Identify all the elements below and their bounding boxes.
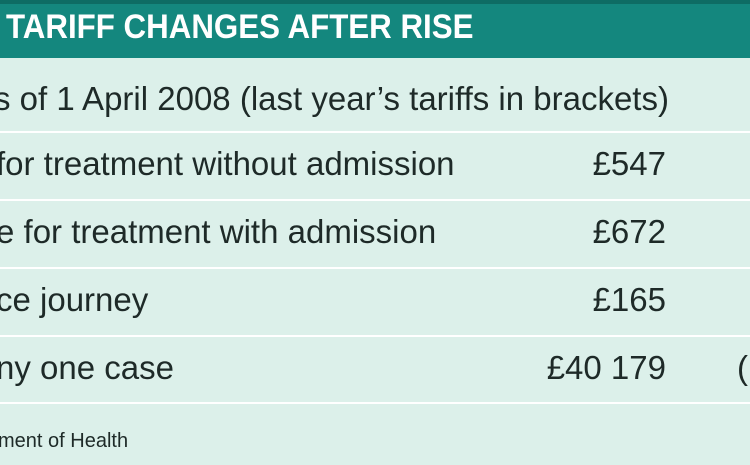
- row-label: e for treatment with admission: [0, 213, 437, 250]
- row-value: £165: [592, 281, 666, 318]
- table-row: ny one case £40 179 (: [0, 335, 750, 403]
- table-title: TARIFF CHANGES AFTER RISE: [6, 8, 474, 46]
- row-label: ny one case: [0, 349, 174, 386]
- row-label: ce journey: [0, 281, 149, 318]
- row-value: £40 179: [546, 349, 666, 386]
- table-subtitle: s of 1 April 2008 (last year’s tariffs i…: [0, 80, 669, 117]
- table-row: ce journey £165: [0, 267, 750, 335]
- row-value: £672: [592, 213, 666, 250]
- source-note: ment of Health: [0, 430, 129, 452]
- row-value: £547: [592, 145, 666, 182]
- row-label: for treatment without admission: [0, 145, 455, 182]
- table-row: e for treatment with admission £672: [0, 199, 750, 267]
- row-previous-value: (: [737, 349, 748, 386]
- table-row: for treatment without admission £547: [0, 131, 750, 199]
- table-header-bar: TARIFF CHANGES AFTER RISE: [0, 0, 750, 58]
- table-footer: ment of Health: [0, 402, 750, 465]
